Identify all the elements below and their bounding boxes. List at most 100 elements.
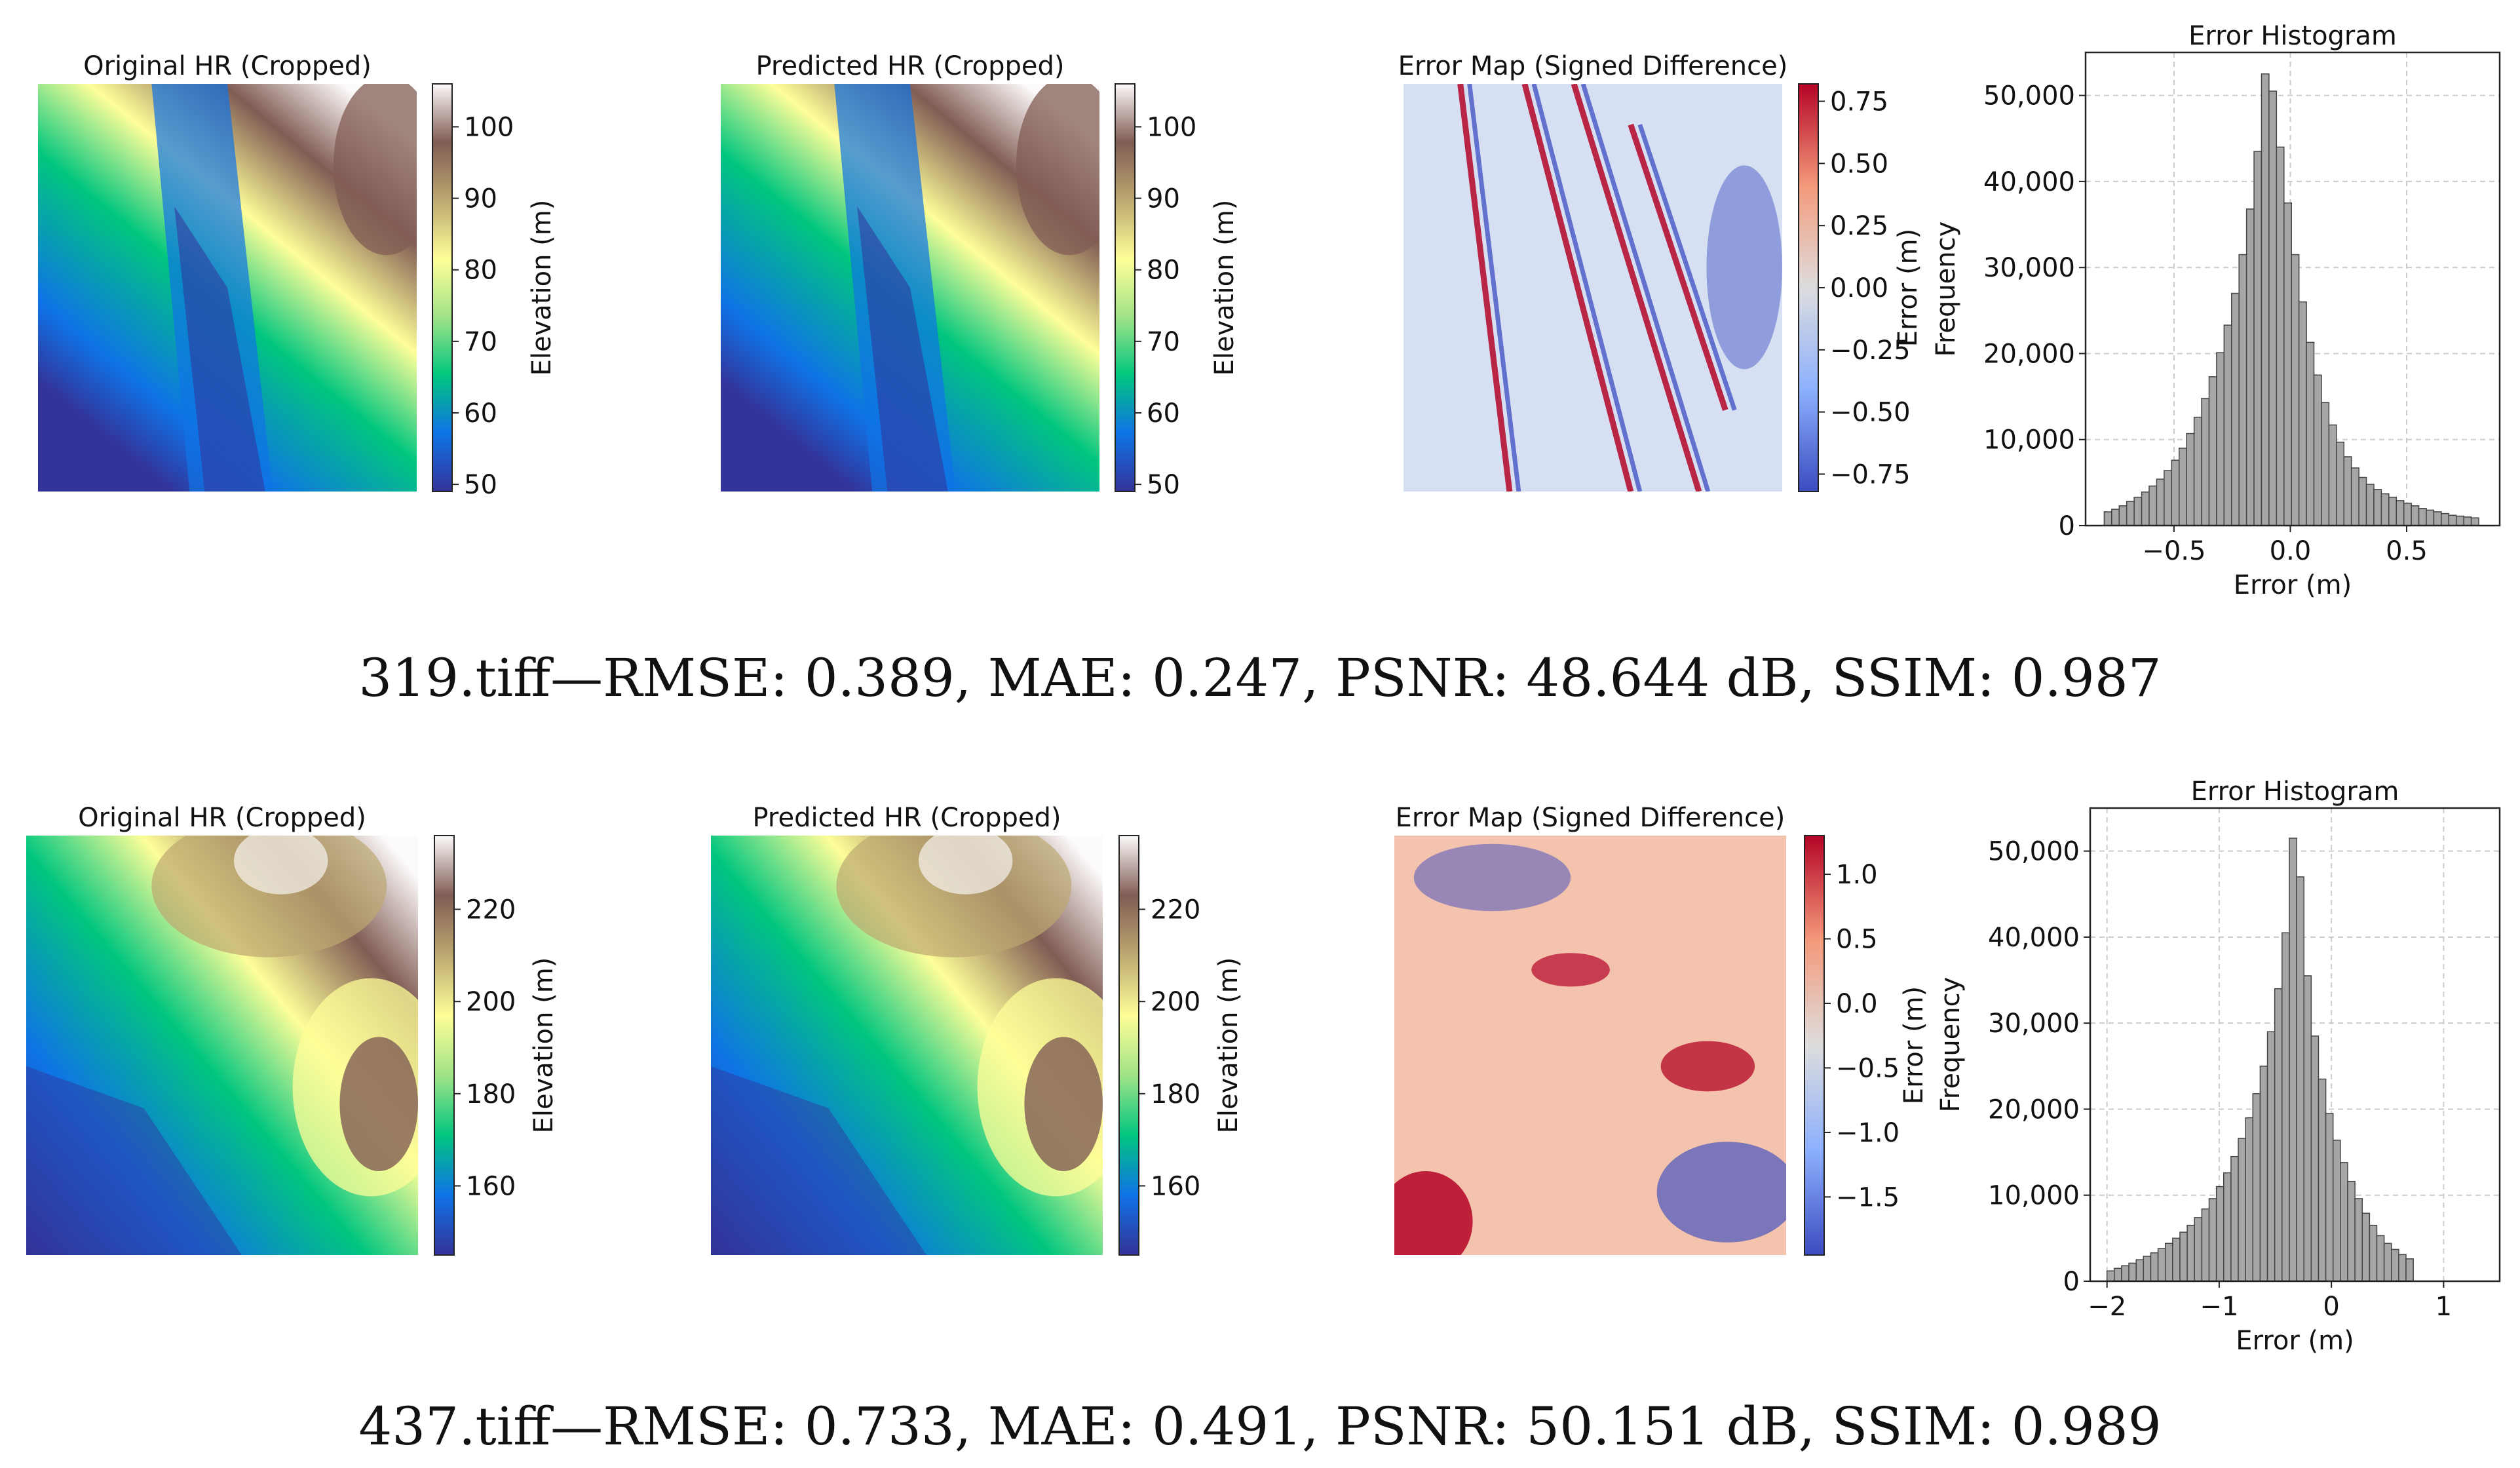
histogram-bar bbox=[2321, 402, 2330, 526]
histogram-bar bbox=[2135, 1259, 2145, 1282]
histogram-bar bbox=[2106, 1270, 2115, 1282]
colorbar-tick-label: 50 bbox=[464, 470, 497, 500]
predicted-colorbar-row1: 50 60 70 80 90 100 Elevation (m) bbox=[1115, 83, 1240, 500]
error-map-row1 bbox=[1403, 84, 1782, 492]
histogram-bar bbox=[2306, 341, 2315, 526]
colorbar-bar bbox=[1118, 835, 1139, 1256]
error-colorbar-row2: −1.5 −1.0 −0.5 0.0 0.5 1.0 Error (m) bbox=[1804, 835, 1929, 1256]
histogram-bar bbox=[2252, 1093, 2261, 1282]
upper-ridge bbox=[836, 836, 1072, 957]
x-tick-label: 1 bbox=[2435, 1292, 2452, 1322]
x-tick-label: −1 bbox=[2200, 1292, 2238, 1322]
lower-ridge-peak bbox=[1024, 1037, 1103, 1171]
y-tick-label: 20,000 bbox=[1988, 1094, 2080, 1125]
y-tick-label: 40,000 bbox=[1983, 167, 2075, 197]
colorbar-label: Elevation (m) bbox=[527, 200, 557, 376]
x-tick-label: 0.5 bbox=[2386, 536, 2428, 566]
histogram-bar bbox=[2103, 511, 2112, 526]
histogram-bar bbox=[2245, 1117, 2254, 1282]
histogram-bar bbox=[2266, 1031, 2276, 1282]
y-tick-label: 40,000 bbox=[1988, 923, 2080, 953]
x-tick-label: −2 bbox=[2088, 1292, 2126, 1322]
histogram-bar bbox=[2383, 1243, 2392, 1282]
histogram-bar bbox=[2238, 254, 2247, 526]
histogram-bar bbox=[2403, 503, 2412, 526]
histogram-bar bbox=[2318, 1078, 2327, 1282]
histogram-bar bbox=[2296, 876, 2304, 1282]
x-axis-label: Error (m) bbox=[2234, 570, 2352, 600]
colorbar-tick-label: 0.5 bbox=[1836, 925, 1878, 955]
colorbar-tick-label: 80 bbox=[464, 256, 497, 286]
histogram-bar bbox=[2114, 1267, 2122, 1282]
colorbar-tick-label: 50 bbox=[1147, 470, 1180, 500]
original-colorbar-row1: 50 60 70 80 90 100 Elevation (m) bbox=[432, 83, 557, 500]
histogram-bar bbox=[2172, 1237, 2181, 1282]
colorbar-label: Elevation (m) bbox=[1210, 200, 1240, 376]
histogram-bar bbox=[2148, 485, 2158, 526]
original-image-row2 bbox=[26, 836, 418, 1255]
colorbar-tick-label: 160 bbox=[466, 1172, 516, 1202]
colorbar-bar bbox=[1115, 83, 1136, 492]
histogram-bar bbox=[2380, 493, 2390, 526]
histogram-bar bbox=[2164, 1243, 2173, 1282]
negative-error-zone bbox=[1706, 165, 1782, 370]
y-tick-label: 30,000 bbox=[1983, 253, 2075, 283]
histogram-bar bbox=[2194, 1217, 2203, 1282]
histogram-bar bbox=[2133, 496, 2143, 526]
histogram-bar bbox=[2350, 467, 2359, 526]
x-tick-label: 0.0 bbox=[2270, 536, 2312, 566]
plot-frame bbox=[2084, 51, 2501, 527]
error-histogram-row1: 0 10,000 20,000 30,000 40,000 50,000 −0.5 0.0 0.… bbox=[1931, 21, 2501, 600]
histogram-bar bbox=[2141, 492, 2150, 526]
histogram-bar bbox=[2231, 292, 2240, 526]
colorbar-label: Elevation (m) bbox=[529, 957, 559, 1134]
histogram-bar bbox=[2128, 1262, 2137, 1282]
row2-caption: 437.tiff—RMSE: 0.733, MAE: 0.491, PSNR: … bbox=[358, 1396, 2162, 1457]
error-streak-negative bbox=[1531, 84, 1643, 492]
histogram-bar bbox=[2216, 352, 2225, 526]
histogram-bar bbox=[2361, 1212, 2371, 1282]
colorbar-bar bbox=[1804, 835, 1825, 1256]
histogram-bar bbox=[2340, 1162, 2348, 1282]
original-colorbar-row2: 160 180 200 220 Elevation (m) bbox=[434, 835, 559, 1256]
error-streak-negative bbox=[1580, 84, 1711, 492]
histogram-bar bbox=[2118, 505, 2128, 526]
colorbar-tick-label: −0.50 bbox=[1830, 398, 1911, 428]
histogram-bar bbox=[2354, 1198, 2363, 1282]
colorbar-tick-label: 60 bbox=[464, 398, 497, 429]
predicted-colorbar-row2: 160 180 200 220 Elevation (m) bbox=[1118, 835, 1244, 1256]
error-map-row2 bbox=[1394, 836, 1786, 1255]
plot-frame bbox=[2089, 807, 2501, 1283]
histogram-bar bbox=[2398, 1254, 2407, 1282]
upper-peak bbox=[918, 836, 1013, 895]
histogram-bar bbox=[2157, 1248, 2166, 1282]
histogram-bar bbox=[2111, 509, 2120, 526]
colorbar-tick-label: −1.0 bbox=[1836, 1118, 1900, 1148]
y-tick-label: 50,000 bbox=[1988, 837, 2080, 867]
y-tick-label: 20,000 bbox=[1983, 339, 2075, 369]
histogram-bar bbox=[2336, 441, 2345, 526]
histogram-bar bbox=[2358, 476, 2367, 526]
histogram-bar bbox=[2238, 1138, 2246, 1282]
histogram-bar bbox=[2230, 1155, 2239, 1282]
positive-error-zone bbox=[1531, 953, 1610, 987]
error-streak-negative bbox=[1637, 124, 1737, 411]
x-axis-label: Error (m) bbox=[2236, 1326, 2354, 1356]
error-histogram-row2: 0 10,000 20,000 30,000 40,000 50,000 −2 −1 0 1 Err… bbox=[1936, 777, 2501, 1356]
lower-ridge-peak bbox=[339, 1037, 418, 1171]
error-streak-positive bbox=[1628, 123, 1728, 412]
colorbar-tick-label: 80 bbox=[1147, 256, 1180, 286]
error-streak-positive bbox=[1457, 84, 1513, 492]
histogram-bar bbox=[2388, 496, 2397, 526]
histogram-bar bbox=[2179, 1231, 2188, 1282]
colorbar-tick-label: 0.00 bbox=[1830, 273, 1888, 303]
histogram-bar bbox=[2328, 424, 2337, 526]
histogram-title: Error Histogram bbox=[2191, 777, 2399, 807]
histogram-bar bbox=[2261, 73, 2270, 526]
colorbar-tick-label: −0.75 bbox=[1830, 459, 1911, 490]
positive-error-zone bbox=[1394, 1171, 1473, 1255]
colorbar-tick-label: 60 bbox=[1147, 398, 1180, 429]
histogram-bar bbox=[2193, 416, 2202, 526]
negative-error-zone bbox=[1656, 1142, 1786, 1243]
histogram-bar bbox=[2310, 1035, 2320, 1282]
